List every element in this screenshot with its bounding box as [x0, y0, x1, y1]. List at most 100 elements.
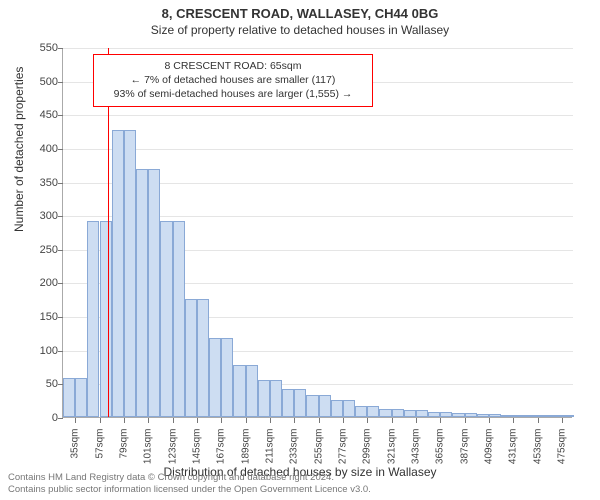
y-tick-label: 250	[18, 244, 58, 256]
annotation-line: ← 7% of detached houses are smaller (117…	[102, 73, 364, 87]
histogram-bar	[489, 414, 501, 417]
footer-line-2: Contains public sector information licen…	[8, 484, 371, 496]
x-tick-mark	[367, 418, 368, 423]
histogram-bar	[306, 395, 318, 417]
histogram-bar	[392, 409, 404, 417]
histogram-bar	[477, 414, 489, 417]
histogram-bar	[75, 378, 87, 417]
x-tick-mark	[343, 418, 344, 423]
histogram-bar	[112, 130, 124, 417]
x-tick-mark	[319, 418, 320, 423]
annotation-line: 8 CRESCENT ROAD: 65sqm	[102, 59, 364, 73]
histogram-bar	[525, 415, 537, 417]
histogram-bar	[124, 130, 136, 417]
histogram-bar	[282, 389, 294, 417]
histogram-bar	[501, 415, 513, 417]
annotation-line: 93% of semi-detached houses are larger (…	[102, 87, 364, 101]
histogram-bar	[465, 413, 477, 417]
y-tick-label: 0	[18, 412, 58, 424]
y-tick-label: 200	[18, 277, 58, 289]
histogram-bar	[160, 221, 172, 417]
histogram-bar	[379, 409, 391, 417]
x-tick-mark	[513, 418, 514, 423]
x-tick-mark	[562, 418, 563, 423]
y-tick-mark	[58, 418, 63, 419]
y-tick-label: 350	[18, 177, 58, 189]
y-tick-mark	[58, 183, 63, 184]
chart-title: 8, CRESCENT ROAD, WALLASEY, CH44 0BG	[0, 0, 600, 21]
histogram-bar	[148, 169, 160, 417]
histogram-bar	[404, 410, 416, 417]
histogram-bar	[173, 221, 185, 417]
histogram-bar	[221, 338, 233, 417]
histogram-bar	[428, 412, 440, 417]
histogram-bar	[87, 221, 99, 417]
histogram-bar	[319, 395, 331, 417]
x-tick-mark	[246, 418, 247, 423]
histogram-bar	[233, 365, 245, 417]
histogram-bar	[452, 413, 464, 417]
x-tick-mark	[392, 418, 393, 423]
histogram-bar	[258, 380, 270, 417]
y-tick-label: 500	[18, 76, 58, 88]
y-tick-mark	[58, 216, 63, 217]
x-tick-mark	[124, 418, 125, 423]
chart-subtitle: Size of property relative to detached ho…	[0, 21, 600, 37]
x-tick-mark	[221, 418, 222, 423]
histogram-bar	[367, 406, 379, 417]
gridline	[63, 48, 573, 49]
y-tick-mark	[58, 115, 63, 116]
y-tick-mark	[58, 351, 63, 352]
y-tick-label: 300	[18, 210, 58, 222]
x-tick-mark	[489, 418, 490, 423]
histogram-bar	[63, 378, 75, 417]
histogram-bar	[136, 169, 148, 417]
y-tick-label: 450	[18, 109, 58, 121]
histogram-bar	[185, 299, 197, 417]
x-tick-mark	[440, 418, 441, 423]
chart-container: 8, CRESCENT ROAD, WALLASEY, CH44 0BG Siz…	[0, 0, 600, 500]
x-tick-mark	[148, 418, 149, 423]
annotation-box: 8 CRESCENT ROAD: 65sqm← 7% of detached h…	[93, 54, 373, 107]
histogram-bar	[100, 221, 112, 417]
histogram-bar	[294, 389, 306, 417]
histogram-bar	[270, 380, 282, 417]
y-tick-mark	[58, 317, 63, 318]
x-tick-mark	[294, 418, 295, 423]
y-tick-mark	[58, 48, 63, 49]
footer-attribution: Contains HM Land Registry data © Crown c…	[8, 472, 371, 496]
plot-area: 05010015020025030035040045050055035sqm57…	[62, 48, 572, 418]
histogram-bar	[550, 415, 562, 417]
histogram-bar	[331, 400, 343, 417]
histogram-bar	[513, 415, 525, 417]
y-tick-label: 50	[18, 378, 58, 390]
histogram-bar	[440, 412, 452, 417]
x-tick-mark	[465, 418, 466, 423]
x-tick-mark	[173, 418, 174, 423]
x-tick-mark	[270, 418, 271, 423]
y-tick-mark	[58, 149, 63, 150]
x-tick-mark	[100, 418, 101, 423]
x-tick-mark	[416, 418, 417, 423]
histogram-bar	[343, 400, 355, 417]
x-tick-mark	[75, 418, 76, 423]
histogram-bar	[538, 415, 550, 417]
histogram-bar	[416, 410, 428, 417]
x-tick-mark	[538, 418, 539, 423]
y-tick-label: 550	[18, 42, 58, 54]
histogram-bar	[197, 299, 209, 417]
y-tick-mark	[58, 283, 63, 284]
footer-line-1: Contains HM Land Registry data © Crown c…	[8, 472, 371, 484]
plot-wrap: 05010015020025030035040045050055035sqm57…	[62, 48, 572, 418]
x-tick-mark	[197, 418, 198, 423]
y-tick-label: 150	[18, 311, 58, 323]
y-tick-label: 100	[18, 345, 58, 357]
histogram-bar	[562, 415, 574, 417]
histogram-bar	[355, 406, 367, 417]
y-tick-mark	[58, 250, 63, 251]
histogram-bar	[246, 365, 258, 417]
histogram-bar	[209, 338, 221, 417]
gridline	[63, 149, 573, 150]
gridline	[63, 115, 573, 116]
y-tick-label: 400	[18, 143, 58, 155]
